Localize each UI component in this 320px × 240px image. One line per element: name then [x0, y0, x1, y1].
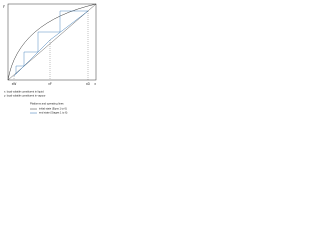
x-tick-label: xD [86, 82, 91, 86]
diagram: y x xW xF xD x: local volatile constitue… [3, 3, 97, 115]
legend-text: y: local volatile constituent in vapour [4, 94, 46, 98]
plot-frame [7, 3, 97, 81]
y-axis-label: y [3, 4, 5, 8]
legend-text: x: local volatile constituent in liquid [4, 90, 44, 94]
x-tick-label: xF [48, 82, 52, 86]
equilibrium-curve [7, 3, 97, 81]
note-title: Platforms and operating lines [30, 102, 64, 106]
note-line: initial state (Eqns 1 to 6) [39, 107, 67, 111]
stages [15, 10, 88, 74]
x-axis-label: x [94, 82, 96, 86]
x-tick-label: xW [12, 82, 17, 86]
note-line: end state (Stages 1 to 6) [39, 111, 68, 115]
